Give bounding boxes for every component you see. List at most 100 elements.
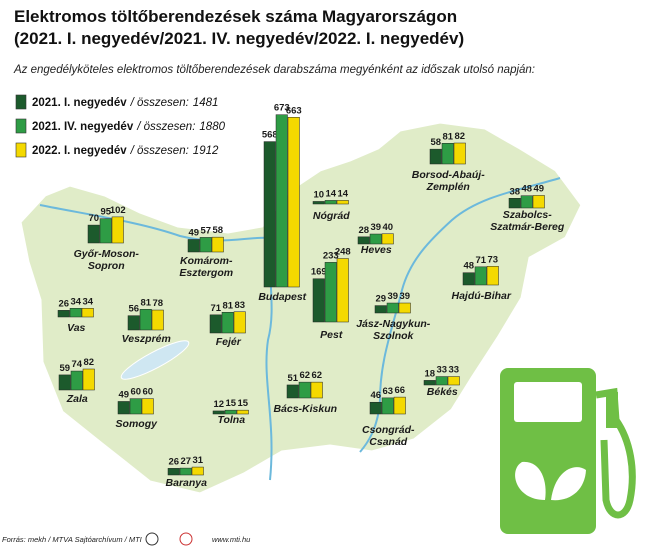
title-line: (2021. I. negyedév/2021. IV. negyedév/20… [14, 29, 464, 48]
bar [336, 200, 349, 205]
value-label: 12 [213, 399, 224, 410]
legend-total-label: / összesen: [136, 121, 195, 133]
value-label: 14 [337, 188, 348, 199]
bar [129, 398, 142, 415]
region-label: Heves [361, 244, 392, 256]
value-label: 33 [436, 365, 447, 376]
bar [312, 278, 325, 323]
bar [298, 381, 311, 399]
bar [209, 314, 222, 334]
bar [312, 201, 325, 205]
value-label: 81 [140, 297, 151, 308]
value-label: 81 [222, 300, 233, 311]
value-label: 60 [142, 387, 153, 398]
value-label: 15 [237, 398, 248, 409]
legend-entry: 2022. I. negyedév / összesen: 1912 [32, 145, 219, 157]
bar [486, 266, 499, 286]
legend-swatch [15, 142, 27, 158]
bar [423, 380, 436, 386]
bar [520, 195, 533, 209]
value-label: 39 [387, 291, 398, 302]
region-label: Hajdú-Bihar [451, 290, 511, 302]
region-label: Csongrád- [362, 424, 415, 436]
bar [508, 198, 521, 209]
value-label: 29 [375, 294, 386, 305]
region-label: Vas [67, 322, 85, 334]
bar [441, 143, 454, 165]
region-label: Csanád [369, 436, 408, 448]
bar [369, 233, 382, 245]
region-label: Tolna [217, 414, 245, 426]
value-label: 39 [399, 291, 410, 302]
value-label: 70 [88, 213, 99, 224]
bar [57, 310, 70, 318]
region-label: Sopron [88, 260, 125, 272]
value-label: 568 [262, 130, 278, 141]
region-label: Komárom- [180, 255, 233, 267]
value-label: 71 [210, 303, 221, 314]
value-label: 14 [325, 188, 336, 199]
region-label: Bács-Kiskun [273, 403, 337, 415]
value-label: 49 [188, 227, 199, 238]
bar [221, 312, 234, 334]
bar [212, 410, 225, 415]
value-label: 57 [200, 225, 211, 236]
value-label: 48 [521, 184, 532, 195]
value-label: 48 [463, 261, 474, 272]
bar [381, 397, 394, 415]
value-label: 40 [382, 222, 393, 233]
region-label: Budapest [258, 291, 306, 303]
bar [275, 114, 288, 288]
bar [393, 396, 406, 415]
value-label: 62 [311, 370, 322, 381]
value-label: 248 [335, 247, 351, 258]
source: Forrás: mekh / MTVA Sajtóarchívum / MTI [2, 535, 142, 544]
title-line: Elektromos töltőberendezések száma Magya… [14, 7, 457, 26]
bar [429, 148, 442, 165]
value-label: 56 [128, 304, 139, 315]
region-label: Esztergom [179, 267, 233, 279]
value-label: 31 [192, 455, 203, 466]
bar [287, 117, 300, 288]
region-label: Szatmár-Bereg [490, 221, 565, 233]
value-label: 38 [509, 186, 520, 197]
value-label: 95 [100, 207, 111, 218]
bar [532, 195, 545, 209]
value-label: 34 [70, 296, 81, 307]
legend-total: 1481 [193, 97, 219, 109]
value-label: 73 [487, 254, 498, 265]
balaton [120, 340, 190, 380]
value-label: 78 [152, 298, 163, 309]
value-label: 66 [394, 385, 405, 396]
value-label: 82 [454, 131, 465, 142]
bar [374, 305, 387, 314]
bar [324, 262, 337, 323]
bar [82, 368, 95, 391]
bar [435, 376, 448, 386]
region-label: Békés [427, 386, 458, 398]
value-label: 46 [370, 390, 381, 401]
value-label: 663 [286, 105, 302, 116]
bar [199, 237, 212, 253]
bar [447, 376, 460, 386]
bar [58, 374, 71, 391]
value-label: 673 [274, 103, 290, 114]
bar [179, 467, 192, 476]
bar [141, 398, 154, 415]
bar [167, 468, 180, 476]
value-label: 27 [180, 456, 191, 467]
region-label: Veszprém [122, 333, 171, 345]
value-label: 28 [358, 225, 369, 236]
value-label: 81 [442, 131, 453, 142]
footer: Forrás: mekh / MTVA Sajtóarchívum / MTI … [2, 532, 251, 546]
bar [69, 308, 82, 318]
value-label: 169 [311, 267, 327, 278]
bar [310, 381, 323, 399]
bar [462, 272, 475, 286]
value-label: 71 [475, 255, 486, 266]
bar [453, 142, 466, 165]
region-label: Zala [66, 393, 88, 405]
bar [381, 233, 394, 245]
region-label: Somogy [116, 418, 159, 430]
legend-entry: 2021. IV. negyedév / összesen: 1880 [32, 121, 226, 133]
